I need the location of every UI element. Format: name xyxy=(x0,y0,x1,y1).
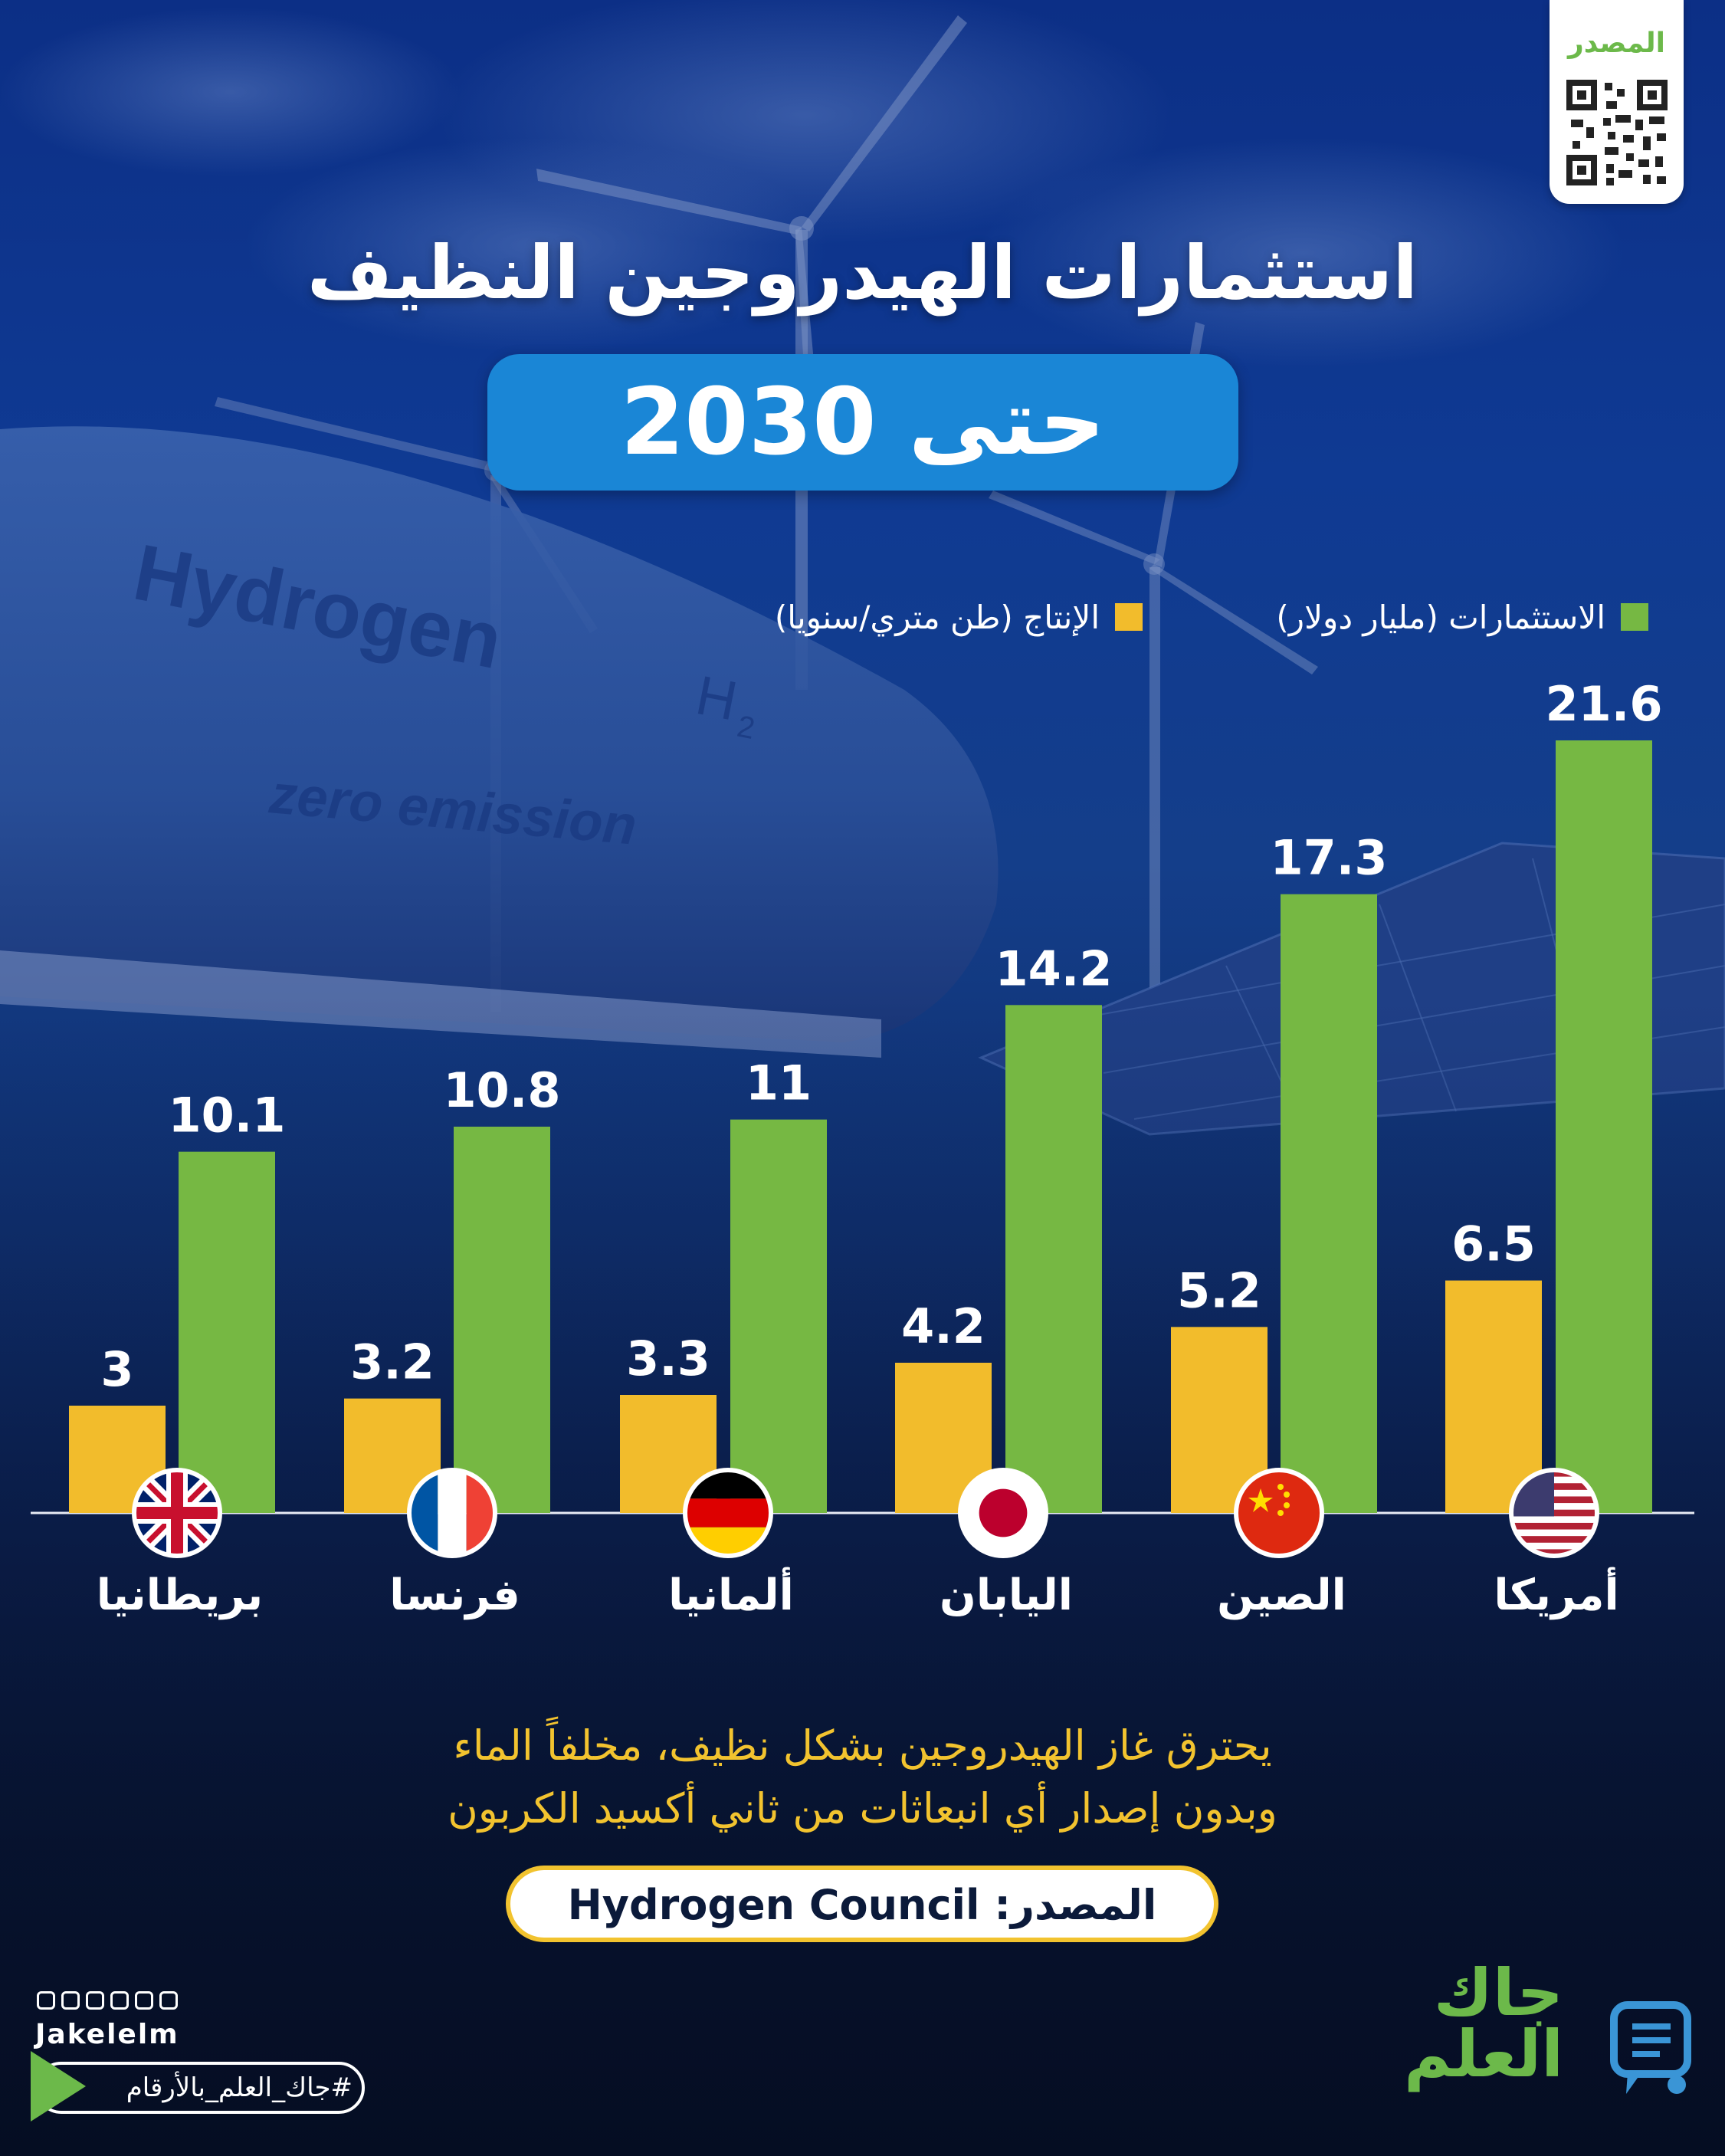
legend-swatch-investments xyxy=(1621,603,1648,631)
brand-wordmark: جاك العلم xyxy=(1404,1955,1563,2092)
social-icons xyxy=(37,1991,178,2010)
data-label-investments-3: 11 xyxy=(746,1055,812,1111)
legend-swatch-production xyxy=(1115,603,1143,631)
bar-production-0 xyxy=(1445,1280,1542,1513)
data-label-production-4: 3.2 xyxy=(350,1334,435,1390)
data-label-investments-5: 10.1 xyxy=(169,1088,286,1144)
category-label-5: بريطانيا xyxy=(97,1570,263,1620)
category-label-3: ألمانيا xyxy=(668,1567,794,1620)
data-label-production-1: 5.2 xyxy=(1177,1262,1261,1318)
hashtag-pill: #جاك_العلم_بالأرقام xyxy=(35,2062,365,2114)
category-label-4: فرنسا xyxy=(389,1570,520,1620)
uk-flag-icon xyxy=(132,1468,222,1558)
qr-label: المصدر xyxy=(1568,28,1665,59)
data-label-investments-0: 21.6 xyxy=(1546,676,1663,732)
telegram-icon[interactable] xyxy=(159,1991,178,2010)
germany-flag-icon xyxy=(683,1468,773,1558)
data-label-production-2: 4.2 xyxy=(901,1298,985,1354)
usa-flag-icon xyxy=(1509,1468,1599,1558)
data-label-investments-1: 17.3 xyxy=(1271,830,1388,886)
chart-title: استثمارات الهيدروجين النظيف xyxy=(307,230,1418,316)
caption-line-2: وبدون إصدار أي انبعاثات من ثاني أكسيد ال… xyxy=(448,1784,1277,1833)
category-label-0: أمريكا xyxy=(1494,1567,1618,1620)
bar-chart: 21.6 6.5 أمريكا 17.3 5.2 الصين 14.2 4.2 اليابان 1… xyxy=(31,676,1694,1620)
data-label-production-5: 3 xyxy=(100,1341,133,1397)
bar-investments-2 xyxy=(1005,1005,1102,1513)
bar-investments-4 xyxy=(454,1127,550,1513)
qr-source-card[interactable]: المصدر xyxy=(1550,0,1684,204)
source-text: المصدر: Hydrogen Council xyxy=(567,1881,1157,1929)
data-label-investments-4: 10.8 xyxy=(444,1062,561,1118)
snapchat-icon[interactable] xyxy=(110,1991,129,2010)
bar-investments-0 xyxy=(1556,740,1652,1513)
category-label-2: اليابان xyxy=(940,1570,1073,1620)
caption-line-1: يحترق غاز الهيدروجين بشكل نظيف، مخلفاً ا… xyxy=(453,1721,1272,1770)
data-label-production-0: 6.5 xyxy=(1451,1216,1536,1272)
china-flag-icon xyxy=(1234,1468,1324,1558)
social-handle: Jakelelm xyxy=(35,2019,179,2050)
chart-subtitle: حتى 2030 xyxy=(620,369,1106,476)
brand-logo-icon xyxy=(1610,2001,1691,2094)
brand-line-2: العلم xyxy=(1404,2017,1563,2092)
legend-investments: الاستثمارات (مليار دولار) xyxy=(1276,590,1648,644)
data-label-production-3: 3.3 xyxy=(626,1331,710,1386)
facebook-icon[interactable] xyxy=(37,1991,55,2010)
brand-line-1: جاك xyxy=(1433,1955,1563,2030)
category-label-1: الصين xyxy=(1217,1570,1346,1620)
bar-investments-5 xyxy=(179,1151,275,1513)
legend-label-production: الإنتاج (طن متري/سنويا) xyxy=(774,598,1100,636)
japan-flag-icon xyxy=(958,1468,1048,1558)
subtitle-pill: حتى 2030 xyxy=(487,354,1238,491)
play-icon xyxy=(31,2051,86,2122)
bar-investments-3 xyxy=(730,1119,827,1513)
bar-investments-1 xyxy=(1281,894,1377,1513)
legend-production: الإنتاج (طن متري/سنويا) xyxy=(775,590,1143,644)
hashtag-text: #جاك_العلم_بالأرقام xyxy=(126,2072,353,2103)
data-label-investments-2: 14.2 xyxy=(995,940,1113,996)
france-flag-icon xyxy=(407,1468,497,1558)
twitter-icon[interactable] xyxy=(135,1991,153,2010)
linkedin-icon[interactable] xyxy=(86,1991,104,2010)
instagram-icon[interactable] xyxy=(61,1991,80,2010)
qr-code-icon[interactable] xyxy=(1566,80,1668,185)
source-pill: المصدر: Hydrogen Council xyxy=(506,1866,1218,1942)
legend-label-investments: الاستثمارات (مليار دولار) xyxy=(1276,598,1605,636)
